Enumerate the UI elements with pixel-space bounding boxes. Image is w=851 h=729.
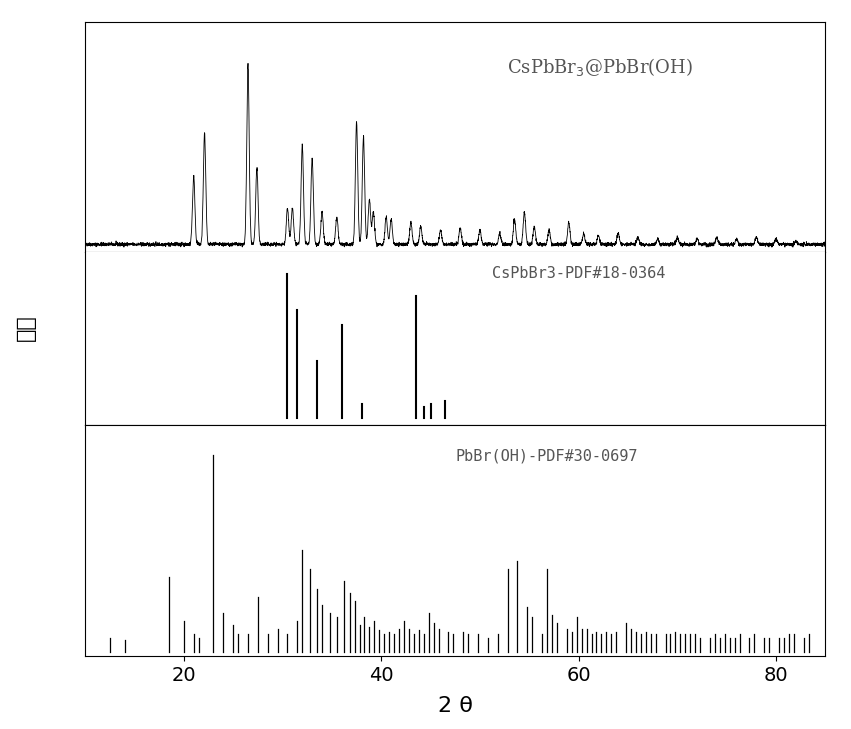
Text: CsPbBr$_3$@PbBr(OH): CsPbBr$_3$@PbBr(OH) bbox=[507, 56, 693, 79]
X-axis label: 2 θ: 2 θ bbox=[437, 696, 473, 716]
Text: PbBr(OH)-PDF#30-0697: PbBr(OH)-PDF#30-0697 bbox=[455, 448, 637, 464]
Text: CsPbBr3-PDF#18-0364: CsPbBr3-PDF#18-0364 bbox=[492, 266, 665, 281]
Text: 强度: 强度 bbox=[15, 315, 36, 341]
